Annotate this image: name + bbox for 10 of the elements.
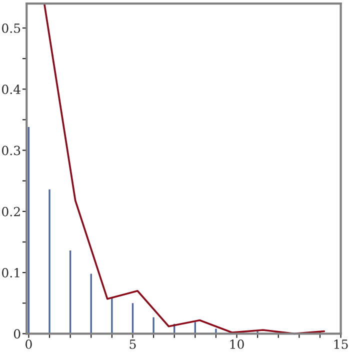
y-tick-label: 0.2 <box>2 206 20 216</box>
y-tick-label: 0 <box>14 329 20 339</box>
y-tick-label: 0.3 <box>2 146 20 156</box>
x-tick-label: 15 <box>334 339 348 349</box>
y-tick-label: 0.4 <box>2 84 20 94</box>
y-tick-label: 0.1 <box>2 268 20 278</box>
x-tick-label: 0 <box>26 339 32 349</box>
x-tick-label: 5 <box>130 340 136 349</box>
x-tick-label: 10 <box>230 339 244 349</box>
y-tick-label: 0.5 <box>2 23 20 33</box>
